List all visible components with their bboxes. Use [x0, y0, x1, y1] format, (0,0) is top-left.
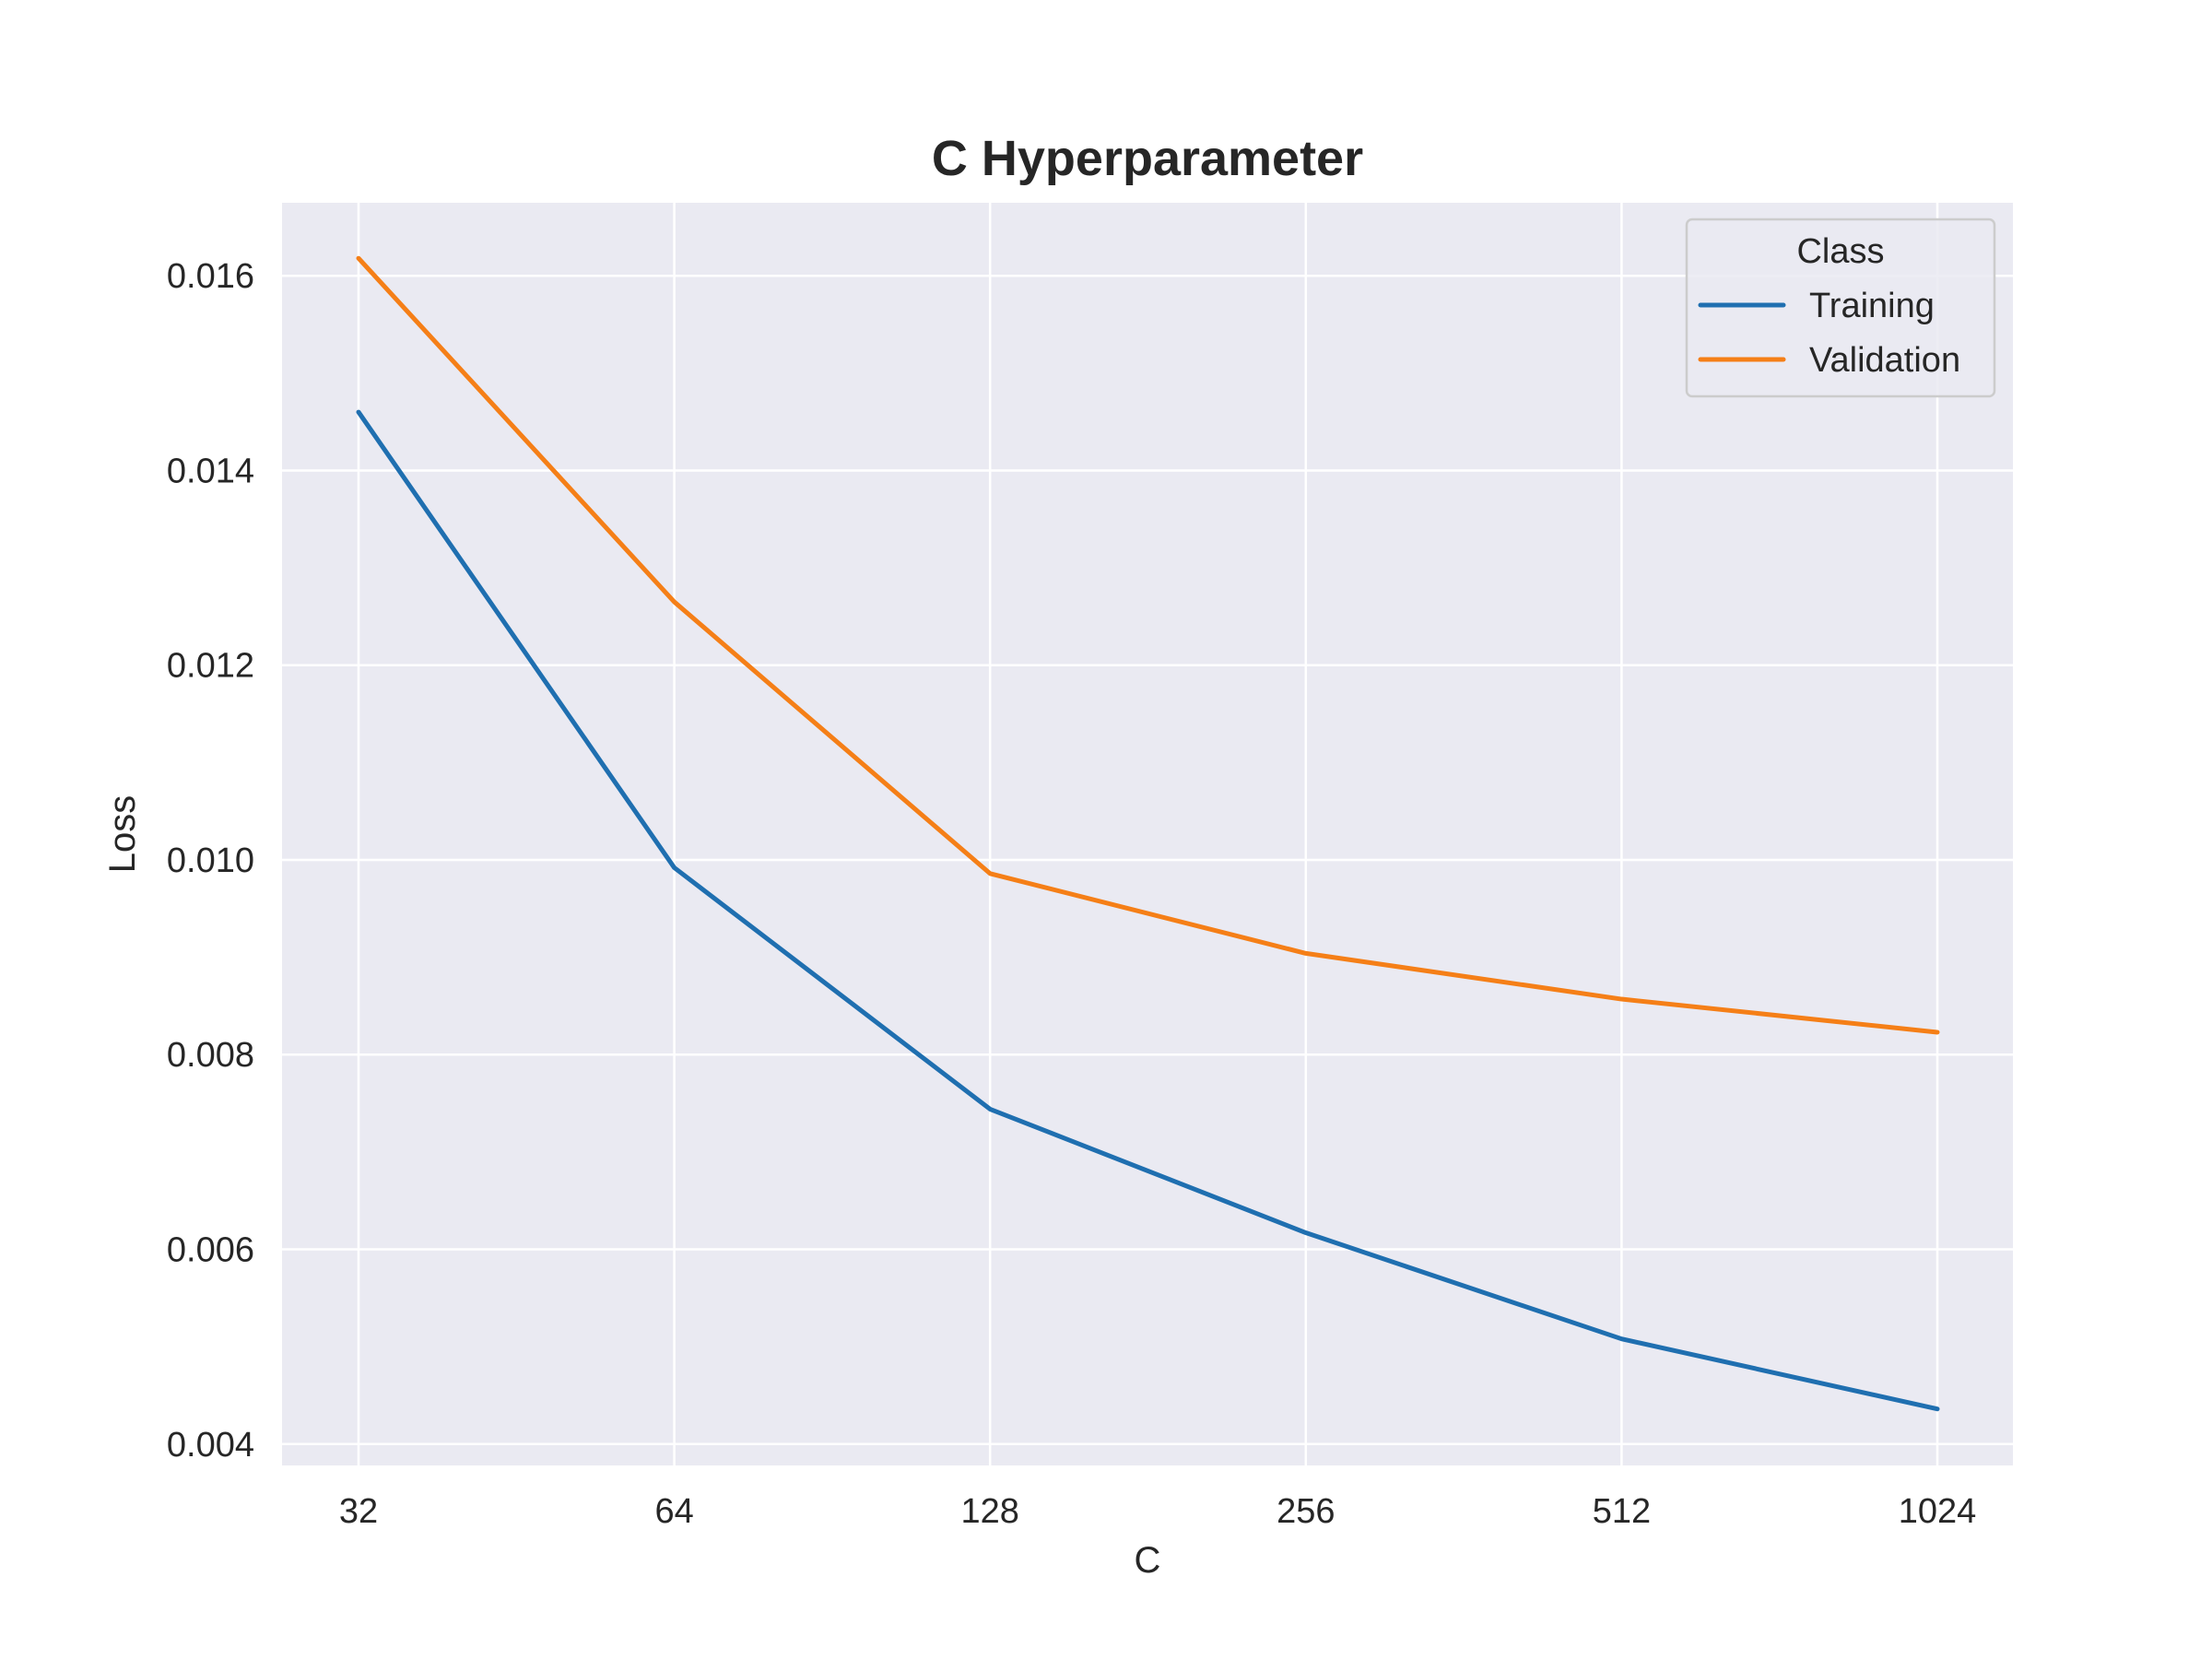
y-tick-label: 0.006: [167, 1231, 254, 1270]
legend-box: [1685, 218, 1996, 398]
legend: Class Training Validation: [1685, 218, 1996, 398]
chart-title: C Hyperparameter: [932, 131, 1363, 186]
x-tick-label: 1024: [1899, 1492, 1977, 1531]
y-tick-label: 0.008: [167, 1036, 254, 1075]
x-tick-label: 64: [654, 1492, 693, 1531]
y-axis-ticks: 0.004 0.006 0.008 0.010 0.012 0.014 0.016: [167, 257, 254, 1465]
y-axis-label: Loss: [102, 795, 143, 874]
x-tick-label: 256: [1277, 1492, 1335, 1531]
x-tick-label: 512: [1593, 1492, 1651, 1531]
x-tick-label: 128: [960, 1492, 1018, 1531]
x-axis-label: C: [1135, 1540, 1161, 1581]
series-line-training: [356, 409, 1940, 1412]
legend-title: Class: [1796, 232, 1884, 271]
x-tick-label: 32: [339, 1492, 378, 1531]
y-tick-label: 0.012: [167, 647, 254, 686]
plot-area: [282, 203, 2013, 1465]
series-lines: [356, 255, 1940, 1412]
legend-label-training: Training: [1809, 287, 1935, 325]
legend-label-validation: Validation: [1809, 341, 1960, 380]
y-tick-label: 0.016: [167, 257, 254, 296]
x-axis-ticks: 32 64 128 256 512 1024: [339, 1492, 1976, 1531]
y-tick-label: 0.014: [167, 452, 254, 490]
y-tick-label: 0.010: [167, 841, 254, 880]
series-line-validation: [356, 255, 1940, 1035]
y-tick-label: 0.004: [167, 1426, 254, 1465]
